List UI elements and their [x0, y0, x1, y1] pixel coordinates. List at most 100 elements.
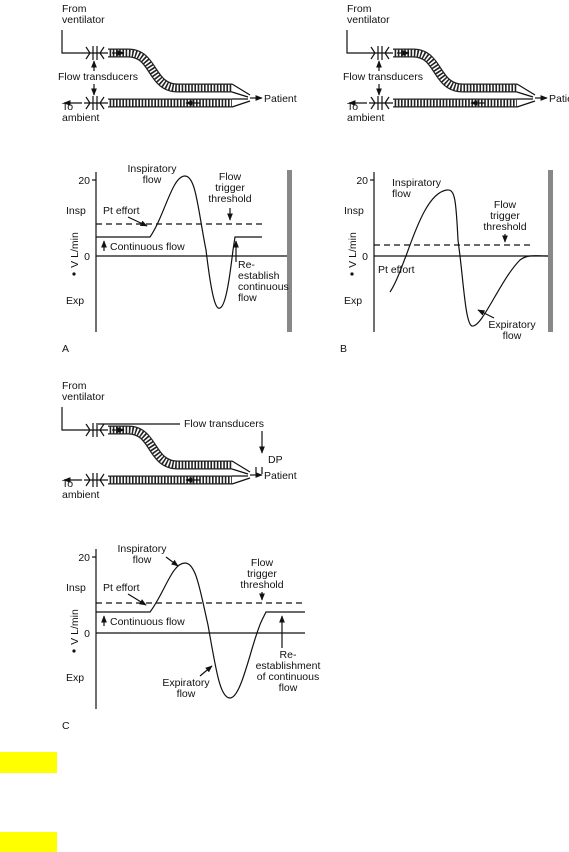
annotation: Re- — [238, 259, 255, 271]
transducers-label: Flow transducers — [184, 418, 264, 430]
patient-label: Patient — [264, 93, 297, 105]
exhaust-label: To — [347, 101, 358, 113]
edge-bar — [548, 170, 553, 332]
flow-dot — [350, 272, 354, 276]
source-label: From — [62, 380, 87, 392]
y-tick-label: 0 — [84, 628, 90, 640]
insp-label: Insp — [66, 582, 86, 594]
source-label: ventilator — [62, 14, 105, 26]
source-label: ventilator — [62, 391, 105, 403]
y-piece — [231, 460, 251, 485]
panel-label: B — [340, 343, 347, 355]
source-label: From — [62, 3, 87, 15]
source-label: ventilator — [347, 14, 390, 26]
transducer — [84, 46, 108, 60]
annotation: Pt effort — [103, 205, 140, 217]
annotation: Inspiratory — [117, 543, 167, 555]
transducer — [369, 96, 393, 110]
insp-label: Insp — [66, 205, 86, 217]
annotation: establish — [238, 270, 280, 282]
annotation: flow — [503, 330, 522, 342]
highlight — [0, 752, 57, 773]
annotation: Flow — [494, 199, 517, 211]
y-tick-label: 20 — [78, 552, 90, 564]
transducers-label: Flow transducers — [343, 71, 423, 83]
y-axis-label: V L/min — [69, 609, 81, 645]
annotation: trigger — [215, 182, 245, 194]
annotation: establishment — [256, 660, 321, 672]
exhaust-label: ambient — [347, 112, 384, 124]
annotation: threshold — [240, 579, 283, 591]
y-tick-label: 20 — [356, 175, 368, 187]
y-tick-label: 0 — [362, 251, 368, 263]
transducer — [369, 46, 393, 60]
flow-waveform — [389, 189, 549, 327]
annotation: Inspiratory — [392, 177, 442, 189]
tube-ribs — [108, 426, 232, 469]
insp-label: Insp — [344, 205, 364, 217]
annotation: Pt effort — [103, 582, 140, 594]
dp-tap — [255, 467, 263, 474]
annotation: Inspiratory — [127, 163, 177, 175]
flow-dot — [72, 272, 76, 276]
exp-label: Exp — [66, 672, 84, 684]
ventilator-line — [61, 407, 84, 431]
y-tick-label: 0 — [84, 251, 90, 263]
ventilator-line — [346, 30, 369, 54]
exhaust-label: ambient — [62, 489, 99, 501]
exhaust-label: ambient — [62, 112, 99, 124]
arrow — [127, 593, 147, 606]
annotation: Flow — [219, 171, 242, 183]
annotation: Continuous flow — [110, 241, 185, 253]
annotation: Expiratory — [488, 319, 536, 331]
highlight — [0, 832, 57, 852]
transducer — [84, 96, 108, 110]
transducers-label: Flow transducers — [58, 71, 138, 83]
annotation: of continuous — [257, 671, 319, 683]
transducer — [84, 473, 108, 487]
arrow — [127, 216, 148, 227]
exhaust-label: To — [62, 101, 73, 113]
annotation: threshold — [208, 193, 251, 205]
annotation: trigger — [490, 210, 520, 222]
patient-label: Patient — [549, 93, 569, 105]
flow-waveform — [96, 562, 305, 699]
source-label: From — [347, 3, 372, 15]
annotation: threshold — [483, 221, 526, 233]
exp-label: Exp — [344, 295, 362, 307]
annotation: flow — [238, 292, 257, 304]
annotation: flow — [133, 554, 152, 566]
annotation: continuous — [238, 281, 289, 293]
tube-ribs — [393, 49, 517, 92]
annotation: Expiratory — [162, 677, 210, 689]
dp-label: DP — [268, 454, 283, 466]
transducer — [84, 423, 108, 437]
annotation: Re- — [280, 649, 297, 661]
patient-label: Patient — [264, 470, 297, 482]
flow-waveform — [96, 175, 262, 309]
arrow — [199, 665, 213, 677]
annotation: trigger — [247, 568, 277, 580]
annotation: flow — [143, 174, 162, 186]
tube-ribs — [108, 49, 232, 92]
annotation: Pt effort — [378, 264, 415, 276]
exp-label: Exp — [66, 295, 84, 307]
annotation: flow — [392, 188, 411, 200]
edge-bar — [287, 170, 292, 332]
y-piece — [516, 83, 536, 108]
y-axis-label: V L/min — [347, 232, 359, 268]
panel-label: C — [62, 720, 70, 732]
annotation: Continuous flow — [110, 616, 185, 628]
y-axis-label: V L/min — [69, 232, 81, 268]
flow-dot — [72, 649, 76, 653]
annotation: flow — [279, 682, 298, 694]
arrow — [477, 309, 495, 319]
y-piece — [231, 83, 251, 108]
arrow — [165, 556, 179, 567]
ventilator-line — [61, 30, 84, 54]
annotation: flow — [177, 688, 196, 700]
exhaust-label: To — [62, 478, 73, 490]
tube — [108, 425, 232, 470]
y-tick-label: 20 — [78, 175, 90, 187]
